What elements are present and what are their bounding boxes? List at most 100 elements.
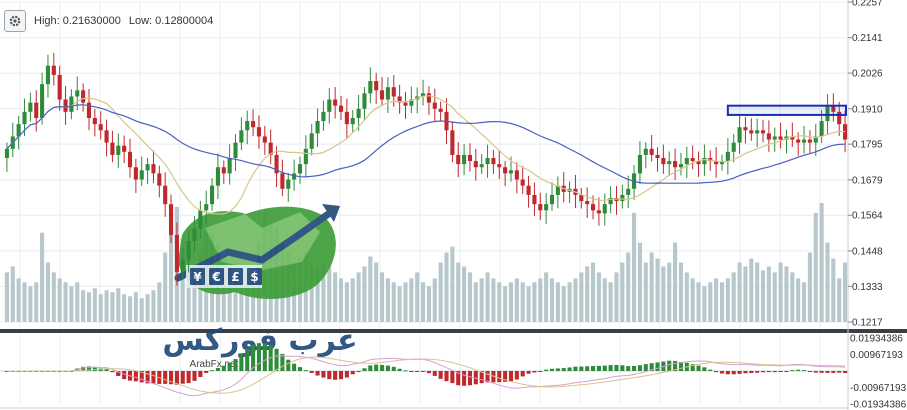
volume-bar [801, 282, 807, 322]
candle [467, 143, 473, 172]
oscillator-bar [192, 371, 197, 381]
oscillator-bar [801, 370, 807, 372]
oscillator-bar [626, 366, 631, 371]
settings-button[interactable] [4, 10, 26, 32]
oscillator-bar [643, 364, 648, 371]
oscillator-bar [825, 371, 830, 373]
volume-bar [426, 286, 431, 322]
oscillator-bar [497, 371, 502, 383]
candle [462, 144, 467, 176]
volume-bar [778, 262, 783, 322]
volume-bar [321, 262, 326, 322]
y-tick-label: 0.1910 [852, 104, 883, 115]
volume-bar [180, 238, 185, 322]
oscillator-bar [549, 368, 555, 371]
volume-bar [620, 262, 625, 322]
volume-bar [596, 272, 601, 322]
candle [473, 148, 478, 181]
oscillator-bar [784, 371, 789, 372]
volume-bar [632, 212, 637, 322]
volume-bar [81, 290, 86, 322]
oscillator-bar [379, 364, 385, 371]
oscillator-bar [180, 371, 185, 384]
candle [151, 150, 156, 184]
candle [549, 182, 555, 211]
volume-bar [497, 282, 502, 322]
candle [637, 141, 642, 184]
candle [321, 100, 326, 131]
volume-bar [163, 252, 168, 322]
oscillator-bar [385, 365, 390, 371]
oscillator-bar [667, 360, 672, 371]
volume-bar [790, 272, 795, 322]
candle [315, 108, 320, 148]
candle [555, 176, 560, 209]
oscillator-bar [678, 361, 684, 371]
volume-bar [362, 266, 367, 322]
svg-text:$: $ [250, 270, 258, 284]
y-tick-label: 0.2026 [852, 69, 883, 80]
oscillator-bar [174, 371, 179, 385]
candle [104, 119, 109, 157]
candle [379, 77, 385, 107]
oscillator-bar [725, 371, 730, 375]
oscillator-bar [426, 371, 431, 374]
volume-bar [133, 292, 138, 322]
candle [239, 117, 244, 151]
candle [333, 87, 338, 119]
oscillator-bar [673, 360, 678, 371]
oscillator-bar [251, 344, 256, 371]
volume-bar [673, 242, 678, 322]
y-tick-label: 0.2257 [852, 0, 883, 9]
volume-bar [719, 282, 725, 322]
oscillator-bar [807, 371, 812, 372]
svg-text:€: € [211, 270, 220, 284]
candle [4, 142, 9, 172]
volume-bar [825, 242, 830, 322]
candle [755, 118, 760, 148]
volume-bar [667, 262, 672, 322]
candle [626, 175, 631, 209]
volume-bar [57, 278, 62, 322]
candle [596, 197, 601, 226]
oscillator-histogram [4, 343, 848, 386]
ma-fast-line [6, 95, 846, 215]
oscillator-bar [614, 364, 619, 371]
brand-url: ArabFx.net [190, 359, 239, 370]
volume-bar [590, 262, 596, 322]
svg-text:¥: ¥ [193, 270, 202, 284]
volume-bar [333, 272, 338, 322]
candle [544, 193, 549, 224]
volume-bar [186, 258, 191, 322]
volume-bar [245, 282, 250, 322]
oscillator-bar [755, 371, 760, 373]
oscillator-bar [514, 371, 519, 380]
volume-bar [385, 278, 390, 322]
volume-bar [462, 266, 467, 322]
candle [127, 138, 133, 178]
oscillator-bar [590, 365, 596, 371]
oscillator-bar [262, 343, 267, 371]
volume-bar [661, 266, 666, 322]
oscillator-bar [438, 371, 443, 379]
oscillator-bar [239, 354, 244, 371]
oscillator-bar [561, 368, 566, 371]
volume-bar [315, 266, 320, 322]
volume-bar [608, 282, 613, 322]
candle [702, 144, 707, 176]
candle [456, 142, 461, 178]
oscillator-bar [544, 369, 549, 371]
volume-bar [614, 272, 619, 322]
volume-bar [520, 282, 525, 322]
volume-bar [503, 286, 508, 322]
oscillator-bar [596, 365, 601, 371]
volume-bar [708, 282, 713, 322]
volume-bar [116, 288, 121, 322]
volume-bar [508, 282, 514, 322]
volume-bar [145, 294, 150, 322]
oscillator-bar [503, 371, 508, 382]
oscillator-bar [374, 364, 379, 371]
candle [51, 52, 56, 86]
volume-bar [626, 252, 631, 322]
